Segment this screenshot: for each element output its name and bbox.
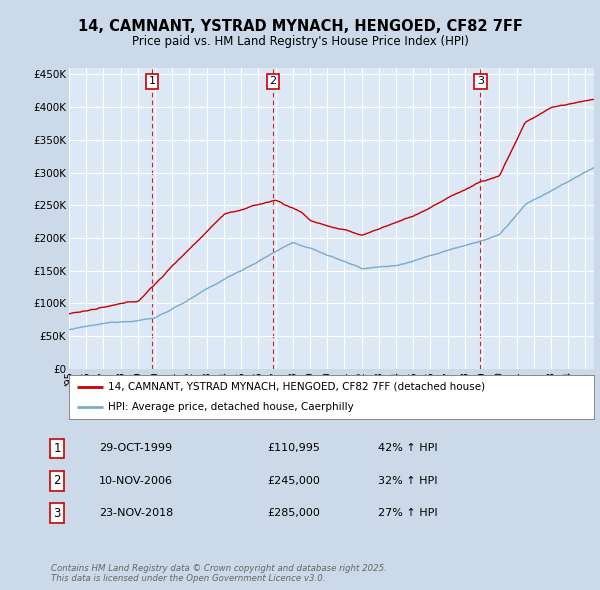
Text: HPI: Average price, detached house, Caerphilly: HPI: Average price, detached house, Caer… xyxy=(109,402,354,412)
Text: 2: 2 xyxy=(53,474,61,487)
Text: 14, CAMNANT, YSTRAD MYNACH, HENGOED, CF82 7FF: 14, CAMNANT, YSTRAD MYNACH, HENGOED, CF8… xyxy=(77,19,523,34)
Text: Price paid vs. HM Land Registry's House Price Index (HPI): Price paid vs. HM Land Registry's House … xyxy=(131,35,469,48)
Text: 3: 3 xyxy=(53,507,61,520)
Text: 32% ↑ HPI: 32% ↑ HPI xyxy=(378,476,437,486)
Text: 2: 2 xyxy=(269,76,277,86)
Text: £110,995: £110,995 xyxy=(267,444,320,453)
Text: 10-NOV-2006: 10-NOV-2006 xyxy=(99,476,173,486)
Text: £285,000: £285,000 xyxy=(267,509,320,518)
Text: 27% ↑ HPI: 27% ↑ HPI xyxy=(378,509,437,518)
Text: 14, CAMNANT, YSTRAD MYNACH, HENGOED, CF82 7FF (detached house): 14, CAMNANT, YSTRAD MYNACH, HENGOED, CF8… xyxy=(109,382,485,392)
Text: 23-NOV-2018: 23-NOV-2018 xyxy=(99,509,173,518)
Text: 29-OCT-1999: 29-OCT-1999 xyxy=(99,444,172,453)
Text: 1: 1 xyxy=(149,76,155,86)
Text: 1: 1 xyxy=(53,442,61,455)
Text: 42% ↑ HPI: 42% ↑ HPI xyxy=(378,444,437,453)
Text: Contains HM Land Registry data © Crown copyright and database right 2025.
This d: Contains HM Land Registry data © Crown c… xyxy=(51,563,387,583)
Text: £245,000: £245,000 xyxy=(267,476,320,486)
Text: 3: 3 xyxy=(477,76,484,86)
